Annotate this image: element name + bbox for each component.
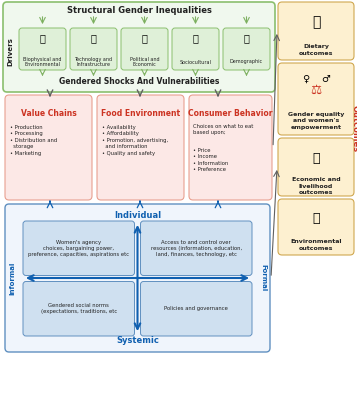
Text: 👥: 👥 — [243, 33, 250, 43]
Text: ♀: ♀ — [302, 74, 310, 84]
Text: ⚖: ⚖ — [310, 84, 322, 97]
FancyBboxPatch shape — [223, 28, 270, 70]
Text: Informal: Informal — [9, 261, 15, 295]
Text: Policies and governance: Policies and governance — [164, 306, 228, 311]
FancyBboxPatch shape — [97, 95, 184, 200]
Text: ♂: ♂ — [322, 74, 330, 84]
FancyBboxPatch shape — [278, 138, 354, 196]
FancyBboxPatch shape — [189, 95, 272, 200]
Text: Individual: Individual — [114, 211, 161, 220]
Text: Sociocultural: Sociocultural — [180, 60, 211, 64]
Text: Demographic: Demographic — [230, 60, 263, 64]
FancyBboxPatch shape — [172, 28, 219, 70]
Text: 🌿: 🌿 — [312, 212, 320, 225]
FancyBboxPatch shape — [278, 2, 354, 60]
Text: Political and
Economic: Political and Economic — [130, 57, 159, 67]
FancyBboxPatch shape — [121, 28, 168, 70]
FancyBboxPatch shape — [278, 199, 354, 255]
FancyBboxPatch shape — [141, 221, 252, 276]
Text: Technology and
Infrastructure: Technology and Infrastructure — [75, 57, 112, 67]
Text: • Production
• Processing
• Distribution and
  storage
• Marketing: • Production • Processing • Distribution… — [10, 125, 57, 156]
Text: Consumer Behavior: Consumer Behavior — [188, 108, 273, 118]
Text: Structural Gender Inequalities: Structural Gender Inequalities — [66, 6, 211, 15]
Text: 🌻: 🌻 — [142, 33, 147, 43]
Text: Outcomes: Outcomes — [351, 105, 357, 152]
FancyBboxPatch shape — [141, 282, 252, 336]
FancyBboxPatch shape — [23, 221, 135, 276]
Text: Gendered Shocks And Vulnerabilities: Gendered Shocks And Vulnerabilities — [59, 78, 219, 86]
FancyBboxPatch shape — [70, 28, 117, 70]
Text: Economic and
livelihood
outcomes: Economic and livelihood outcomes — [292, 177, 340, 195]
Text: 💧: 💧 — [312, 152, 320, 165]
Text: Biophysical and
Environmental: Biophysical and Environmental — [23, 57, 62, 67]
FancyBboxPatch shape — [23, 282, 135, 336]
Text: Gendered social norms
(expectations, traditions, etc: Gendered social norms (expectations, tra… — [41, 303, 117, 314]
Text: Formal: Formal — [260, 264, 266, 292]
Text: Drivers: Drivers — [7, 38, 13, 66]
Text: Choices on what to eat
based upon;: Choices on what to eat based upon; — [193, 124, 253, 135]
FancyBboxPatch shape — [19, 28, 66, 70]
Text: 💡: 💡 — [91, 33, 96, 43]
Text: Food Environment: Food Environment — [101, 108, 180, 118]
FancyBboxPatch shape — [5, 95, 92, 200]
Text: Dietary
outcomes: Dietary outcomes — [299, 44, 333, 56]
Text: • Availability
• Affordability
• Promotion, advertising,
  and information
• Qua: • Availability • Affordability • Promoti… — [102, 125, 168, 156]
Text: 🌳: 🌳 — [40, 33, 45, 43]
Text: Environmental
outcomes: Environmental outcomes — [290, 239, 342, 250]
Text: Systemic: Systemic — [116, 336, 159, 345]
Text: 🍄: 🍄 — [192, 33, 198, 43]
FancyBboxPatch shape — [278, 63, 354, 135]
Text: Access to and control over
resources (information, education,
land, finances, te: Access to and control over resources (in… — [151, 240, 242, 257]
Text: Value Chains: Value Chains — [21, 108, 76, 118]
FancyBboxPatch shape — [3, 2, 275, 92]
Text: Gender equality
and women's
empowerment: Gender equality and women's empowerment — [288, 112, 344, 130]
Text: • Price
• Income
• Information
• Preference: • Price • Income • Information • Prefere… — [193, 148, 228, 172]
Text: Women's agency
choices, bargaining power,
preference, capacities, aspirations et: Women's agency choices, bargaining power… — [28, 240, 129, 257]
FancyBboxPatch shape — [5, 204, 270, 352]
Text: 🍜: 🍜 — [312, 15, 320, 29]
